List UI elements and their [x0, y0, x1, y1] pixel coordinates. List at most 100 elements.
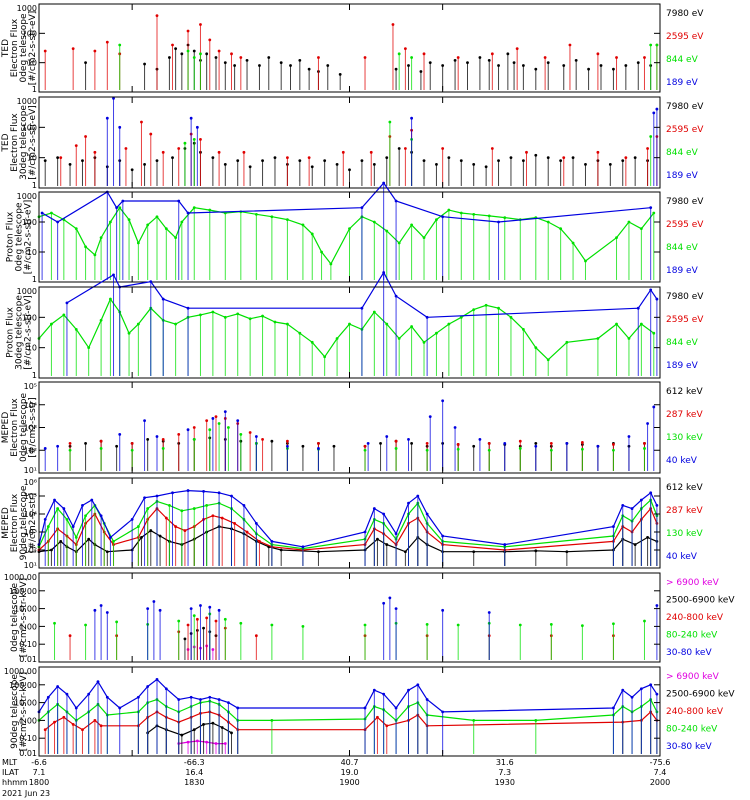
data-point	[435, 162, 438, 166]
series-3-3	[37, 206, 656, 280]
y-axis-title-line: MEPED	[1, 412, 11, 444]
legend-entry: 2595 eV	[666, 32, 704, 42]
footer-hhmm: 1800	[29, 778, 49, 787]
y-axis-title-line: 90deg telescope	[19, 485, 29, 560]
data-point	[317, 56, 320, 59]
data-point	[652, 111, 656, 115]
y-tick-label: 1000.00	[4, 667, 37, 676]
legend-entry: 287 keV	[666, 506, 703, 516]
data-point	[534, 67, 538, 71]
data-point	[217, 422, 221, 425]
data-point	[189, 607, 193, 610]
data-point	[258, 64, 261, 67]
data-point	[636, 61, 640, 65]
y-axis-title-line: [#/cm2-s-str-eV]	[24, 200, 34, 275]
data-point	[124, 147, 128, 150]
panel-frame	[38, 3, 661, 93]
data-point	[199, 138, 202, 141]
legend-entry: 844 eV	[666, 148, 699, 158]
data-point	[587, 67, 590, 71]
data-point	[130, 442, 134, 445]
y-axis-title-line: [#/cm2-s-str]	[28, 493, 38, 553]
data-point	[273, 156, 277, 160]
data-point	[223, 410, 227, 413]
y-tick-label: 1000	[17, 4, 37, 13]
data-point	[565, 442, 569, 445]
data-point	[161, 437, 165, 441]
series-1-3	[118, 43, 659, 90]
panel-1: 7980 eV 2595 eV 844 eV 189 eV 1 10 100 1000 TED E…	[1, 3, 704, 94]
data-point	[490, 147, 494, 150]
data-point	[394, 67, 398, 71]
y-axis-title-line: Electron Flux	[10, 113, 20, 172]
data-point	[227, 426, 230, 429]
panel-5: 612 keV 287 keV 130 keV 40 keV 10¹ 10² 10³ 10⁴ 1…	[1, 381, 703, 475]
data-point	[497, 64, 500, 67]
y-tick-label: 10³	[24, 424, 37, 433]
data-point	[105, 611, 109, 614]
data-point	[596, 52, 600, 56]
data-point	[441, 64, 445, 67]
footer-hhmm: 1830	[184, 778, 204, 787]
data-point	[143, 162, 146, 166]
series-line	[178, 740, 226, 745]
data-point	[394, 439, 398, 443]
data-point	[407, 64, 410, 67]
data-point	[394, 447, 398, 450]
legend-entry: 287 keV	[666, 410, 703, 420]
data-point	[534, 442, 538, 445]
y-tick-label: 0.10	[19, 734, 37, 743]
data-point	[286, 156, 289, 160]
data-point	[584, 162, 587, 166]
series-2-4	[105, 96, 659, 186]
data-point	[562, 156, 566, 160]
series-8-3	[43, 710, 659, 754]
data-point	[68, 448, 72, 452]
y-tick-label: 1000	[17, 192, 37, 201]
data-point	[146, 607, 150, 610]
data-point	[397, 52, 401, 56]
legend-entry: 844 eV	[666, 338, 699, 348]
data-point	[366, 442, 370, 445]
footer-ilat: 16.4	[185, 768, 203, 777]
series-2-3	[183, 120, 653, 186]
data-point	[56, 156, 60, 160]
y-axis-title-line: 0deg telescope	[19, 393, 29, 463]
data-point	[596, 444, 600, 448]
data-point	[487, 58, 491, 62]
y-tick-label: 10	[27, 248, 37, 257]
legend-entry: 240-800 keV	[666, 707, 724, 717]
data-point	[615, 56, 618, 59]
data-point	[410, 442, 413, 445]
data-point	[559, 159, 563, 163]
data-point	[562, 64, 566, 67]
series-line	[38, 507, 658, 551]
footer-mlt: -6.6	[31, 758, 47, 767]
data-point	[239, 621, 243, 625]
data-point	[43, 49, 47, 53]
panel-3: 7980 eV 2595 eV 844 eV 189 eV 1 10 100 1000 Prot…	[6, 181, 704, 284]
data-point	[546, 61, 550, 65]
data-point	[217, 150, 221, 154]
data-point	[214, 56, 218, 59]
y-axis-title-line: [#/cm2-s-str]	[28, 397, 38, 457]
data-point	[580, 447, 584, 451]
data-point	[518, 439, 522, 443]
data-point	[71, 47, 75, 51]
data-point	[254, 634, 258, 638]
y-axis-title-line: TED	[1, 39, 11, 58]
data-point	[497, 159, 500, 163]
data-point	[236, 159, 240, 163]
legend-entry: 189 eV	[666, 171, 699, 181]
data-point	[223, 742, 227, 745]
data-point	[177, 619, 181, 623]
y-axis-title-line: Electron Flux	[10, 493, 20, 552]
data-point	[332, 444, 336, 448]
data-point	[410, 116, 413, 120]
data-point	[546, 156, 550, 160]
data-point	[161, 447, 165, 450]
data-point	[580, 441, 584, 444]
data-point	[239, 56, 243, 59]
data-point	[363, 444, 367, 448]
data-point	[84, 61, 87, 65]
